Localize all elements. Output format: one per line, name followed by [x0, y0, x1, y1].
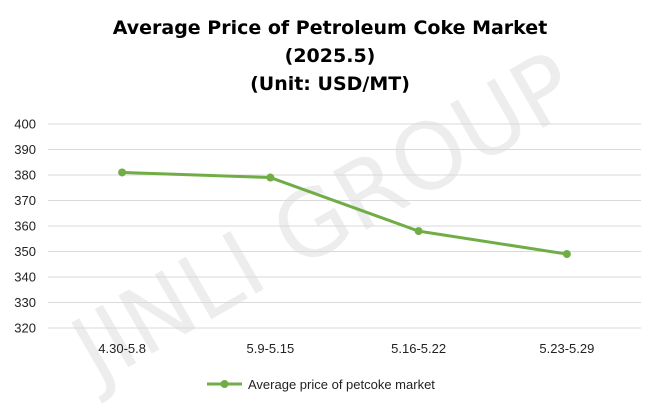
y-tick-label: 380: [14, 168, 36, 183]
data-point: [414, 227, 423, 236]
y-tick-label: 320: [14, 321, 36, 336]
y-tick-label: 390: [14, 142, 36, 157]
legend: Average price of petcoke market: [207, 377, 435, 392]
x-tick-label: 5.9-5.15: [247, 341, 295, 356]
data-point: [562, 250, 571, 259]
data-point: [118, 168, 127, 177]
data-point: [266, 173, 275, 182]
y-tick-label: 360: [14, 219, 36, 234]
legend-label: Average price of petcoke market: [248, 377, 435, 392]
chart-title-line-3: (Unit: USD/MT): [250, 73, 410, 95]
legend-point-marker: [220, 380, 229, 388]
y-tick-label: 400: [14, 117, 36, 132]
y-tick-label: 330: [14, 295, 36, 310]
chart-title-line-1: Average Price of Petroleum Coke Market: [113, 17, 548, 39]
series-line: [120, 170, 569, 256]
gridlines: [48, 123, 641, 329]
y-tick-label: 370: [14, 193, 36, 208]
x-tick-label: 5.16-5.22: [391, 341, 446, 356]
chart-title-line-2: (2025.5): [285, 45, 376, 67]
x-tick-label: 4.30-5.8: [98, 341, 146, 356]
x-tick-label: 5.23-5.29: [539, 341, 594, 356]
series-layer: [118, 168, 571, 259]
y-tick-label: 350: [14, 244, 36, 259]
y-axis-ticks: 320 330 340 350 360 370 380 390 400: [14, 117, 36, 336]
y-tick-label: 340: [14, 270, 36, 285]
x-axis-ticks: 4.30-5.8 5.9-5.15 5.16-5.22 5.23-5.29: [98, 341, 594, 356]
